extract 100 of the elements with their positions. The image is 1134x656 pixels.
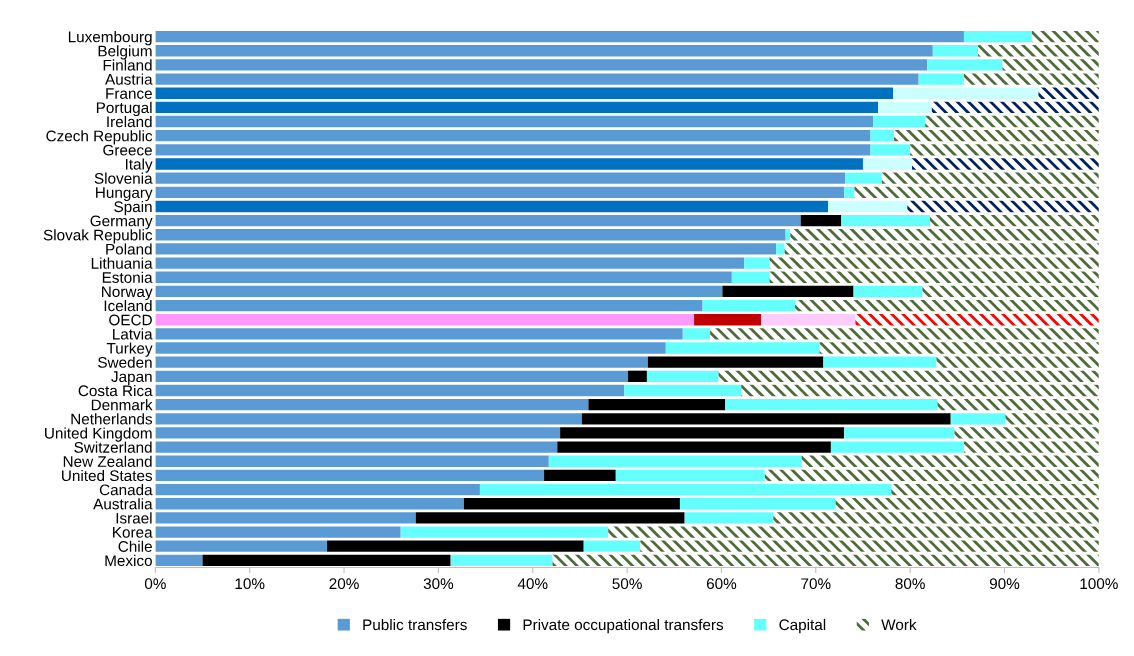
bar (844, 186, 855, 198)
bar (1031, 30, 1099, 43)
x-tick-label: 30% (423, 578, 454, 590)
y-tick-label: Lithuania (91, 257, 153, 269)
bar (1002, 59, 1099, 71)
bar (155, 30, 964, 43)
bar (155, 512, 416, 524)
y-tick-label: Austria (105, 73, 153, 85)
bar (878, 101, 932, 114)
x-tick-label: 60% (706, 578, 737, 590)
bar (932, 45, 979, 57)
bar (557, 441, 831, 453)
y-tick-label: Turkey (106, 342, 153, 357)
bar (873, 115, 926, 128)
y-tick-label: Portugal (96, 101, 152, 117)
bar (800, 214, 842, 227)
y-tick-label: Slovak Republic (43, 229, 153, 244)
bar (155, 257, 745, 269)
bar (583, 540, 641, 552)
bar (450, 554, 553, 567)
bar (560, 427, 845, 439)
bar (963, 73, 1099, 85)
bar (931, 101, 1099, 114)
y-tick-label: United States (62, 469, 153, 482)
bar (615, 469, 765, 482)
y-tick-label: Italy (125, 158, 153, 173)
bar (155, 130, 871, 142)
bar (1005, 413, 1099, 425)
bar (155, 342, 666, 354)
bar (954, 427, 1099, 439)
bar (702, 299, 796, 312)
bar (870, 130, 895, 142)
bar (927, 59, 1003, 71)
y-tick-label: Greece (103, 144, 152, 156)
bar (479, 483, 892, 496)
bar (841, 214, 930, 227)
y-tick-label: Sweden (98, 356, 152, 368)
bar (155, 540, 328, 552)
bar (912, 158, 1099, 170)
y-tick-label: Poland (106, 243, 152, 255)
bar (155, 172, 846, 184)
bar (155, 115, 874, 128)
bar (155, 59, 928, 71)
bar (155, 45, 933, 57)
bar (907, 200, 1099, 213)
y-tick-label: Germany (90, 215, 153, 230)
bar (854, 186, 1099, 198)
bar (400, 526, 609, 538)
bar (881, 172, 1099, 184)
bar (819, 342, 1099, 354)
bar (155, 427, 561, 439)
y-tick-label: Latvia (113, 328, 153, 340)
bar (769, 271, 1099, 283)
y-tick-label: Australia (93, 498, 153, 510)
bar (790, 229, 1099, 241)
y-tick-label: New Zealand (63, 455, 152, 467)
y-tick-label: Japan (111, 371, 152, 386)
bar (845, 172, 882, 184)
bar (155, 214, 801, 227)
bar (937, 398, 1099, 411)
bar (624, 384, 742, 397)
bar (761, 314, 856, 326)
legend-label: Work (881, 618, 917, 631)
y-tick-label: Canada (99, 484, 153, 496)
bar (155, 413, 582, 425)
bar (894, 130, 1099, 142)
bar (155, 483, 480, 496)
y-tick-label: Finland (103, 59, 152, 71)
bar (731, 271, 770, 283)
bar (463, 498, 680, 510)
bar (155, 469, 545, 482)
y-tick-label: Belgium (98, 45, 152, 60)
bar (155, 526, 401, 538)
bar (640, 540, 1099, 552)
x-tick-label: 10% (235, 578, 265, 590)
bar (684, 512, 774, 524)
y-tick-label: Israel (116, 512, 152, 524)
bar (155, 498, 464, 510)
y-tick-label: OECD (109, 314, 152, 326)
bar (870, 144, 911, 156)
bar (801, 455, 1099, 467)
bar (155, 441, 558, 453)
x-tick-label: 80% (895, 578, 925, 590)
bar (922, 285, 1099, 298)
bar (795, 299, 1099, 312)
bar (862, 158, 913, 170)
bar (155, 186, 845, 198)
bar (327, 540, 584, 552)
bar (155, 370, 629, 382)
bar (552, 554, 1099, 567)
y-tick-label: Costa Rica (78, 384, 153, 397)
bar (823, 356, 937, 368)
bar (769, 257, 1099, 269)
bar (828, 200, 908, 213)
bar (155, 144, 871, 156)
bar (155, 101, 879, 114)
y-tick-label: Ireland (107, 116, 152, 128)
y-tick-label: Czech Republic (46, 130, 153, 145)
bar (665, 342, 820, 354)
bar (963, 441, 1099, 453)
